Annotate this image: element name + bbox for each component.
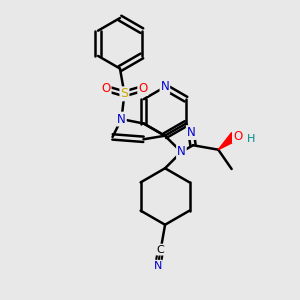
Text: N: N	[187, 126, 196, 139]
Text: N: N	[154, 261, 162, 271]
Text: N: N	[160, 80, 169, 94]
Polygon shape	[218, 133, 238, 150]
Text: N: N	[117, 112, 126, 126]
Text: C: C	[157, 244, 165, 255]
Text: N: N	[177, 146, 186, 158]
Text: H: H	[247, 134, 255, 144]
Text: S: S	[120, 87, 128, 100]
Text: O: O	[233, 130, 242, 143]
Text: O: O	[101, 82, 111, 95]
Text: O: O	[138, 82, 148, 95]
